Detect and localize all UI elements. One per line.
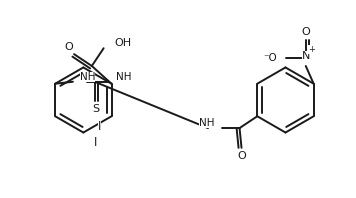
Text: N: N: [302, 51, 310, 61]
Text: S: S: [92, 104, 99, 114]
Text: I: I: [94, 136, 97, 149]
Text: O: O: [302, 28, 310, 37]
Text: NH: NH: [80, 72, 95, 82]
Text: OH: OH: [115, 38, 132, 48]
Text: O: O: [65, 42, 73, 52]
Text: I: I: [98, 120, 101, 133]
Text: NH: NH: [199, 118, 215, 128]
Text: NH: NH: [116, 72, 132, 82]
Text: ⁻O: ⁻O: [263, 53, 277, 63]
Text: +: +: [308, 45, 315, 54]
Text: O: O: [237, 151, 246, 161]
